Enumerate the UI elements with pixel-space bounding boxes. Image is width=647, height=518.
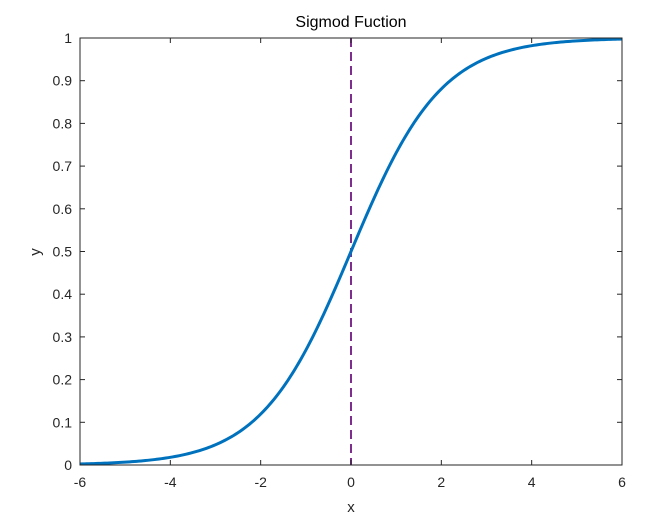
y-tick-label: 1 xyxy=(64,30,72,46)
y-axis-label: y xyxy=(27,248,44,256)
series-line-sigmoid xyxy=(79,37,623,466)
y-tick-label: 0.7 xyxy=(53,158,73,174)
y-tick-label: 0.3 xyxy=(53,329,73,345)
y-tick-label: 0.4 xyxy=(53,286,73,302)
x-tick-label: -6 xyxy=(74,474,87,490)
x-axis-label: x xyxy=(347,499,355,516)
y-tick-label: 0 xyxy=(64,457,72,473)
chart-title: Sigmod Fuction xyxy=(295,14,406,31)
y-tick-label: 0.9 xyxy=(53,73,73,89)
x-tick-label: 4 xyxy=(528,474,536,490)
x-tick-label: -4 xyxy=(164,474,177,490)
y-tick-label: 0.6 xyxy=(53,201,73,217)
x-tick-label: 6 xyxy=(618,474,626,490)
y-tick-label: 0.8 xyxy=(53,115,73,131)
y-tick-label: 0.5 xyxy=(53,244,73,260)
y-tick-label: 0.1 xyxy=(53,414,73,430)
series-layer xyxy=(79,37,623,466)
axis-ticks: -6 -4 -2 0 2 4 6 0 0.1 0.2 0.3 0.4 0.5 0.6 0.7 0.8 0.9 1 xyxy=(53,30,627,490)
x-tick-label: 2 xyxy=(437,474,445,490)
x-tick-label: 0 xyxy=(347,474,355,490)
y-tick-label: 0.2 xyxy=(53,372,73,388)
x-tick-label: -2 xyxy=(254,474,267,490)
